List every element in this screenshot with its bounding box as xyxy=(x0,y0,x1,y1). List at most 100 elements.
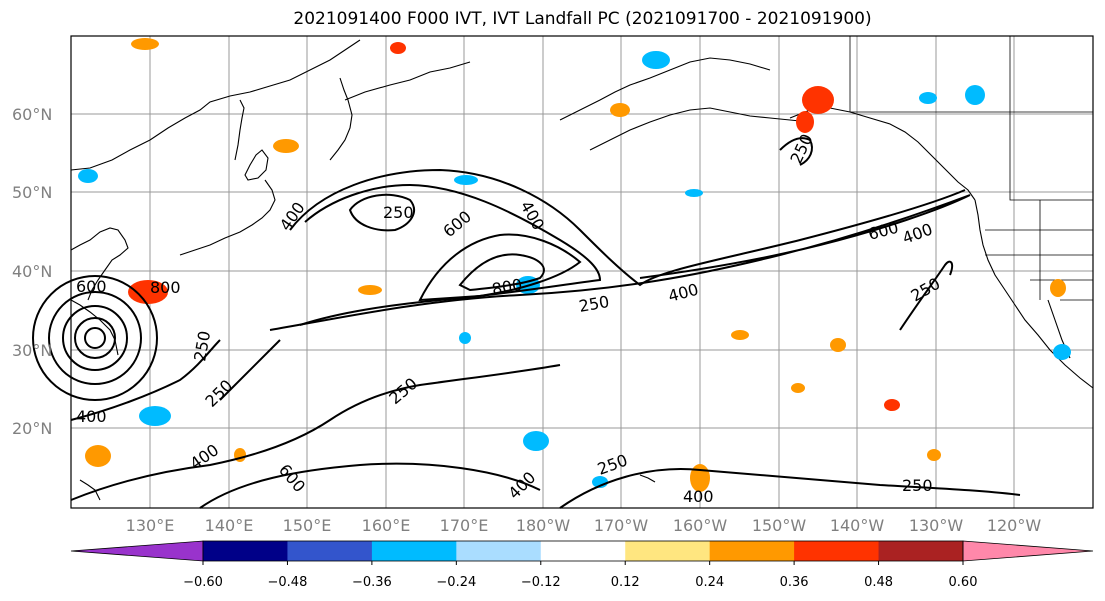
coast-philippines xyxy=(79,479,101,501)
pos-blob xyxy=(273,139,299,153)
lat-label: 30°N xyxy=(12,341,52,360)
typhoon-ring xyxy=(48,291,142,385)
colorbar-tick-label: 0.60 xyxy=(949,575,978,590)
colorbar-segment xyxy=(625,541,711,561)
lon-label: 150°E xyxy=(283,516,332,535)
coastlines xyxy=(70,39,1094,501)
colorbar-segment xyxy=(794,541,880,561)
map-panel xyxy=(71,36,1093,508)
pos-blob xyxy=(358,285,382,295)
colorbar-tick-label: −0.12 xyxy=(521,575,561,590)
coast-japan-honshu xyxy=(179,179,276,256)
contour-label: 400 xyxy=(76,407,107,426)
pos-blob xyxy=(610,103,630,117)
lat-label: 50°N xyxy=(12,183,52,202)
colorbar-border xyxy=(202,540,964,562)
coast-korea xyxy=(70,227,129,301)
lat-gridlines xyxy=(71,113,1093,429)
contour-400-se xyxy=(559,468,1021,509)
lat-labels: 60°N 50°N 40°N 30°N 20°N xyxy=(12,105,52,438)
contour-250-east xyxy=(899,260,954,331)
pos-blob xyxy=(796,111,814,133)
colorbar-segment xyxy=(203,541,288,561)
neg-blob xyxy=(78,169,98,183)
coast-na-west xyxy=(974,199,1094,389)
coast-hawaii xyxy=(639,474,656,483)
coast-alaska-west xyxy=(559,57,771,121)
neg-blob xyxy=(454,175,478,185)
colorbar-segment xyxy=(371,541,457,561)
typhoon-ring xyxy=(62,305,128,371)
contour-250-main xyxy=(269,194,971,331)
lon-labels: 130°E 140°E 150°E 160°E 170°E 180°W 170°… xyxy=(126,516,1042,535)
colorbar-tick-label: −0.24 xyxy=(436,575,476,590)
colorbar-tick-label: 0.48 xyxy=(864,575,893,590)
contour-400-main xyxy=(289,168,966,287)
lon-label: 130°E xyxy=(126,516,175,535)
coast-kamchatka xyxy=(329,77,353,161)
border-bc-alberta xyxy=(1009,112,1093,201)
pos-blob xyxy=(731,330,749,340)
colorbar-extend-left xyxy=(70,540,204,562)
colorbar-tick-label: 0.12 xyxy=(611,575,640,590)
colorbar-segment xyxy=(287,541,373,561)
coast-aleutians xyxy=(589,107,811,151)
contour-800-inner xyxy=(458,253,545,292)
contour-400-left xyxy=(70,339,221,421)
colorbar-segment xyxy=(878,541,964,561)
coast-sakhalin xyxy=(234,99,245,161)
contour-250-upper xyxy=(299,183,602,326)
neg-blob xyxy=(642,51,670,69)
pos-blob xyxy=(791,383,805,393)
contour-400-south xyxy=(199,462,541,509)
contour-label: 600 xyxy=(76,277,107,296)
colorbar-ticks: −0.60 −0.48 −0.36 −0.24 −0.12 0.12 0.24 0.36 0.4… xyxy=(183,561,977,590)
colorbar-segment xyxy=(540,541,626,561)
colorbar-tick-label: 0.24 xyxy=(695,575,724,590)
coast-okhotsk-north xyxy=(344,61,471,101)
contour-250-alaska xyxy=(779,137,813,166)
neg-blob xyxy=(459,332,471,344)
neg-blob xyxy=(919,92,937,104)
neg-blob xyxy=(685,189,703,197)
lon-label: 130°W xyxy=(909,516,964,535)
lon-label: 160°W xyxy=(673,516,728,535)
typhoon-ring xyxy=(74,317,116,359)
lat-label: 60°N xyxy=(12,105,52,124)
colorbar-segment xyxy=(709,541,795,561)
neg-blob xyxy=(1053,344,1071,360)
typhoon-ring xyxy=(84,327,106,349)
lon-label: 170°W xyxy=(594,516,649,535)
coast-japan-hokkaido xyxy=(244,149,269,181)
lon-gridlines xyxy=(149,36,1015,508)
neg-blob xyxy=(139,406,171,426)
lon-label: 170°E xyxy=(440,516,489,535)
typhoon-ring xyxy=(32,275,158,401)
pos-blob xyxy=(927,449,941,461)
pos-blob xyxy=(802,86,834,114)
pos-blob xyxy=(1050,279,1066,297)
contour-label: 400 xyxy=(683,487,714,506)
map-frame xyxy=(70,35,1094,509)
coast-asia-north xyxy=(70,39,361,171)
lon-label: 140°E xyxy=(205,516,254,535)
colorbar-tick-label: 0.36 xyxy=(780,575,809,590)
colorbar xyxy=(70,540,1094,562)
contour-250-sw xyxy=(219,339,281,401)
pos-blob xyxy=(390,42,406,54)
neg-blob xyxy=(965,85,985,105)
colorbar-segment xyxy=(456,541,542,561)
lat-label: 40°N xyxy=(12,262,52,281)
lon-label: 120°W xyxy=(987,516,1042,535)
pos-blob xyxy=(830,338,846,352)
figure-title: 2021091400 F000 IVT, IVT Landfall PC (20… xyxy=(293,9,872,29)
colorbar-tick-label: −0.60 xyxy=(183,575,223,590)
contour-250-south xyxy=(70,364,561,501)
colorbar-tick-label: −0.48 xyxy=(268,575,308,590)
contour-800 xyxy=(418,233,582,302)
pos-blob xyxy=(128,280,168,304)
lon-label: 150°W xyxy=(752,516,807,535)
contour-250-loop xyxy=(348,193,415,232)
